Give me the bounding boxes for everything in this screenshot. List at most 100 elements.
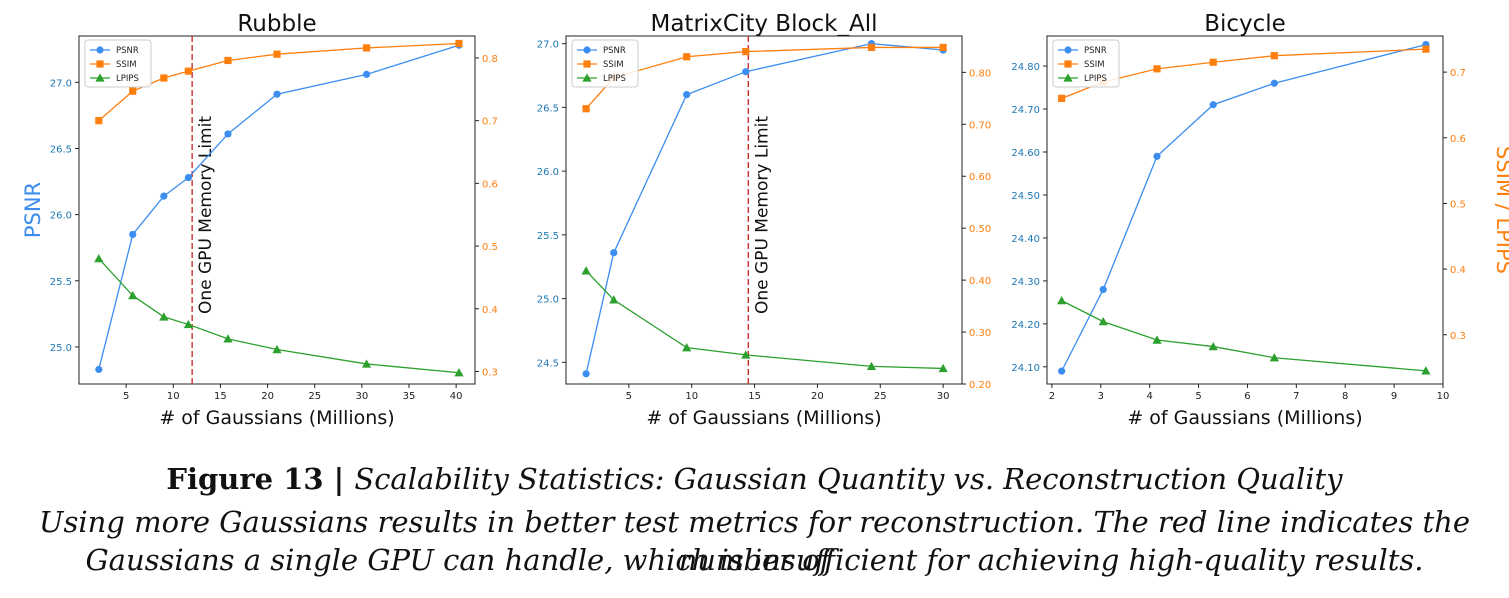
caption-title-line: Figure 13 | Scalability Statistics: Gaus… [0, 460, 1509, 498]
y-left-tick-label: 27.0 [537, 40, 559, 51]
x-tick-label: 10 [167, 391, 180, 402]
x-tick-label: 30 [355, 391, 368, 402]
x-tick-label: 20 [261, 391, 274, 402]
data-point [160, 192, 168, 200]
y-right-tick-label: 0.20 [969, 380, 991, 391]
x-tick-label: 9 [1391, 391, 1397, 402]
data-point [1421, 366, 1431, 375]
y-left-tick-label: 25.0 [537, 295, 559, 306]
legend-swatch-marker [583, 60, 591, 68]
series-line [98, 42, 460, 122]
y-left-tick-label: 24.20 [1011, 320, 1040, 331]
chart-panel-2: MatrixCity Block_All 5 10 15 20 25 30 24.5 25.0 2… [537, 11, 992, 429]
data-point [1099, 285, 1107, 294]
y-right-tick-label: 0.7 [1450, 68, 1466, 79]
data-point [159, 312, 169, 321]
x-tick-label: 15 [214, 391, 227, 402]
chart-panel-1: Rubble 5 10 15 20 25 30 35 40 25.0 25.5 26.0 26.5 27.… [21, 11, 498, 429]
data-point [1058, 94, 1066, 102]
series-line [585, 46, 944, 110]
series-psnr [95, 41, 463, 374]
y-left-tick-label: 24.30 [1011, 277, 1040, 288]
series-line [585, 42, 944, 374]
data-point [1058, 367, 1066, 375]
data-point [129, 230, 137, 239]
legend-label: PSNR [1084, 46, 1107, 56]
x-tick-label: 8 [1342, 391, 1348, 402]
data-point [362, 70, 371, 78]
plot-frame [78, 35, 476, 385]
x-axis-label: # of Gaussians (Millions) [159, 407, 394, 429]
legend-label: LPIPS [603, 74, 626, 84]
y-right-tick-label: 0.70 [969, 120, 991, 131]
x-tick-label: 5 [626, 391, 632, 402]
x-tick-label: 7 [1293, 391, 1299, 402]
x-tick-label: 5 [1195, 391, 1201, 402]
y-right-tick-label: 0.30 [969, 328, 991, 339]
y-right-tick-label: 0.60 [969, 172, 991, 183]
data-point [1270, 79, 1278, 87]
x-tick-label: 35 [403, 391, 416, 402]
plot-frame [1046, 35, 1444, 385]
data-point [938, 363, 948, 373]
y-left-tick-label: 25.5 [50, 277, 72, 288]
data-point [683, 91, 691, 99]
data-point [1422, 45, 1430, 53]
x-tick-label: 25 [874, 391, 887, 402]
plot-frame [565, 35, 963, 385]
data-point [128, 290, 138, 300]
data-point [272, 344, 282, 354]
legend-label: PSNR [603, 46, 626, 56]
x-tick-label: 30 [937, 391, 950, 402]
gpu-limit-label: One GPU Memory Limit [196, 116, 216, 314]
x-tick-label: 20 [811, 391, 824, 402]
series-lpips [581, 266, 948, 373]
legend-label: PSNR [116, 46, 139, 56]
legend-label: LPIPS [1084, 74, 1107, 84]
data-point [610, 249, 618, 257]
y-left-tick-label: 25.5 [537, 231, 559, 242]
data-point [1269, 353, 1279, 362]
caption-separator: | [323, 462, 355, 496]
data-point [184, 67, 192, 75]
y-right-tick-label: 0.7 [482, 117, 498, 128]
legend: PSNR SSIM LPIPS [84, 39, 152, 88]
legend-swatch-marker [583, 46, 591, 54]
series-ssim [95, 39, 463, 125]
x-tick-label: 10 [1437, 391, 1450, 402]
data-point [867, 43, 876, 52]
data-point [581, 266, 591, 275]
data-point [939, 43, 947, 52]
data-point [582, 370, 590, 378]
y-right-axis-label: SSIM / LPIPS [1492, 146, 1509, 274]
y-left-tick-label: 25.0 [50, 343, 72, 354]
x-tick-label: 2 [1049, 391, 1055, 402]
data-point [1208, 341, 1218, 351]
caption-title: Scalability Statistics: Gaussian Quantit… [354, 462, 1343, 496]
legend-label: SSIM [603, 60, 624, 70]
y-left-tick-label: 26.5 [537, 103, 559, 114]
chart-title: Rubble [237, 11, 316, 37]
caption-line-3: Gaussians a single GPU can handle, which… [85, 543, 1424, 577]
data-point [184, 173, 192, 182]
data-point [1209, 101, 1217, 109]
data-point [129, 87, 137, 95]
data-point [224, 56, 232, 65]
data-point [742, 68, 750, 76]
x-axis-label: # of Gaussians (Millions) [1127, 407, 1362, 429]
data-point [160, 74, 168, 82]
data-point [1057, 296, 1067, 305]
y-right-tick-label: 0.8 [482, 54, 498, 65]
series-line [98, 44, 460, 370]
data-point [1152, 335, 1162, 344]
series-line [1061, 43, 1427, 372]
y-left-tick-label: 24.10 [1011, 363, 1040, 374]
data-point [224, 130, 232, 138]
data-point [1270, 52, 1278, 60]
chart-title: MatrixCity Block_All [650, 11, 877, 37]
legend-swatch-marker [582, 73, 592, 82]
data-point [609, 295, 619, 304]
x-tick-label: 6 [1244, 391, 1250, 402]
x-tick-label: 4 [1146, 391, 1152, 402]
y-left-axis-label: PSNR [21, 182, 45, 238]
